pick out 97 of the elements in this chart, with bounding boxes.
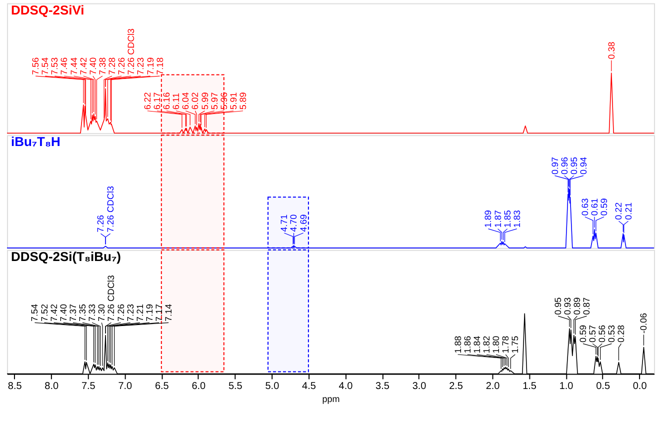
x-tick-label: 0.0 xyxy=(632,381,648,392)
annotation: 0.96 xyxy=(559,157,570,175)
x-tick-label: 8.5 xyxy=(8,381,22,392)
annotation: 5.99 xyxy=(200,92,210,110)
annotation: 7.37 xyxy=(68,304,78,322)
x-tick-label: 2.5 xyxy=(449,381,464,392)
annotation: 7.26 CDCl3 xyxy=(106,275,116,322)
annotation: 1.85 xyxy=(502,210,512,228)
annotation: 1.84 xyxy=(472,336,482,354)
x-axis-title: ppm xyxy=(322,394,340,404)
annotation: 0.21 xyxy=(623,202,634,220)
annotation: 4.71 xyxy=(279,214,290,232)
annotation: 5.89 xyxy=(238,92,248,110)
annotation: 7.18 xyxy=(154,57,165,75)
annotation: 6.04 xyxy=(180,92,191,110)
annotation: 1.83 xyxy=(512,210,522,228)
annotation: 7.52 xyxy=(39,304,50,322)
x-tick-label: 6.5 xyxy=(154,381,170,392)
annotation: 0.95 xyxy=(553,297,564,315)
annotation: 6.22 xyxy=(142,92,152,110)
x-tick-label: 1.5 xyxy=(522,381,537,392)
annotation: 0.57 xyxy=(588,325,598,342)
x-tick-label: 7.5 xyxy=(81,381,96,392)
annotation: 7.38 xyxy=(97,57,108,75)
annotation: 7.21 xyxy=(134,304,145,322)
annotation: 7.26 xyxy=(96,214,106,232)
x-tick-label: 4.0 xyxy=(338,381,354,392)
annotation: 7.26 CDCl3 xyxy=(105,186,116,232)
annotation: 0.56 xyxy=(597,325,608,342)
annotation: 1.78 xyxy=(500,336,511,354)
annotation: 7.19 xyxy=(144,304,154,322)
annotation: 0.87 xyxy=(582,297,592,315)
annotation: 1.89 xyxy=(483,210,494,228)
annotation: 7.40 xyxy=(58,304,68,322)
x-tick-label: 8.0 xyxy=(44,381,59,392)
x-tick-label: 5.5 xyxy=(228,381,243,392)
x-tick-label: 3.0 xyxy=(412,381,427,392)
annotation: 7.23 xyxy=(125,304,136,322)
chart-title: DDSQ-2Si(T₈iBu₇) xyxy=(10,248,121,264)
x-tick-label: 5.0 xyxy=(265,381,280,392)
annotation: 7.26 xyxy=(116,57,127,75)
annotation: 1.87 xyxy=(492,210,503,228)
x-tick-label: 3.5 xyxy=(376,381,390,392)
annotation: 0.59 xyxy=(578,325,588,342)
annotation: 0.38 xyxy=(606,42,616,60)
x-tick-label: 7.0 xyxy=(118,381,133,392)
annotation: 6.17 xyxy=(152,92,162,110)
annotation: 1.86 xyxy=(462,336,472,354)
annotation: 1.88 xyxy=(452,336,463,354)
annotation: 0.93 xyxy=(562,297,573,315)
x-tick-label: 1.0 xyxy=(559,381,574,392)
annotation: 7.19 xyxy=(145,57,156,75)
x-tick-label: 6.0 xyxy=(192,381,206,392)
annotation: 7.42 xyxy=(48,304,59,322)
annotation: 6.02 xyxy=(190,92,200,110)
annotation: 0.61 xyxy=(589,198,600,216)
annotation: 7.54 xyxy=(40,57,50,75)
annotation: 1.80 xyxy=(491,336,502,354)
annotation: 0.22 xyxy=(614,202,624,220)
annotation: 7.14 xyxy=(164,304,174,322)
annotation: 6.16 xyxy=(162,92,172,110)
annotation: 0.97 xyxy=(550,157,560,175)
annotation: 7.17 xyxy=(154,304,164,322)
annotation: 5.97 xyxy=(209,92,220,110)
annotation: 7.46 xyxy=(59,57,70,75)
annotation: 7.42 xyxy=(78,57,88,75)
annotation: 7.54 xyxy=(30,304,40,322)
annotation: 0.95 xyxy=(568,157,579,175)
annotation: 0.53 xyxy=(606,325,617,342)
annotation: 7.44 xyxy=(68,57,79,75)
annotation: 1.82 xyxy=(481,336,492,354)
annotation: 1.75 xyxy=(510,336,520,354)
annotation: 0.89 xyxy=(572,297,582,315)
annotation: 7.35 xyxy=(78,304,88,322)
annotation: 6.11 xyxy=(171,92,182,110)
annotation: 4.70 xyxy=(288,214,299,232)
x-tick-label: 0.5 xyxy=(596,381,610,392)
x-tick-label: 2.0 xyxy=(486,381,500,392)
annotation: 0.59 xyxy=(599,198,610,216)
annotation: 0.94 xyxy=(578,157,588,175)
annotation: -0.06 xyxy=(638,313,649,334)
chart-title: DDSQ-2SiVi xyxy=(10,2,84,18)
annotation: 7.33 xyxy=(87,304,98,322)
annotation: 0.28 xyxy=(616,325,626,342)
annotation: 7.40 xyxy=(88,57,98,75)
annotation: 5.91 xyxy=(228,92,238,110)
annotation: 7.23 xyxy=(136,57,146,75)
annotation: 0.63 xyxy=(580,198,590,216)
annotation: 7.26 xyxy=(116,304,126,322)
annotation: 7.26 CDCl3 xyxy=(126,28,136,75)
x-tick-label: 4.5 xyxy=(302,381,316,392)
annotation: 7.53 xyxy=(50,57,60,75)
annotation: 4.69 xyxy=(298,214,308,232)
annotation: 7.56 xyxy=(30,57,41,75)
annotation: 7.28 xyxy=(107,57,118,75)
annotation: 7.30 xyxy=(96,304,107,322)
chart-title: iBu₇T₈H xyxy=(10,134,60,150)
